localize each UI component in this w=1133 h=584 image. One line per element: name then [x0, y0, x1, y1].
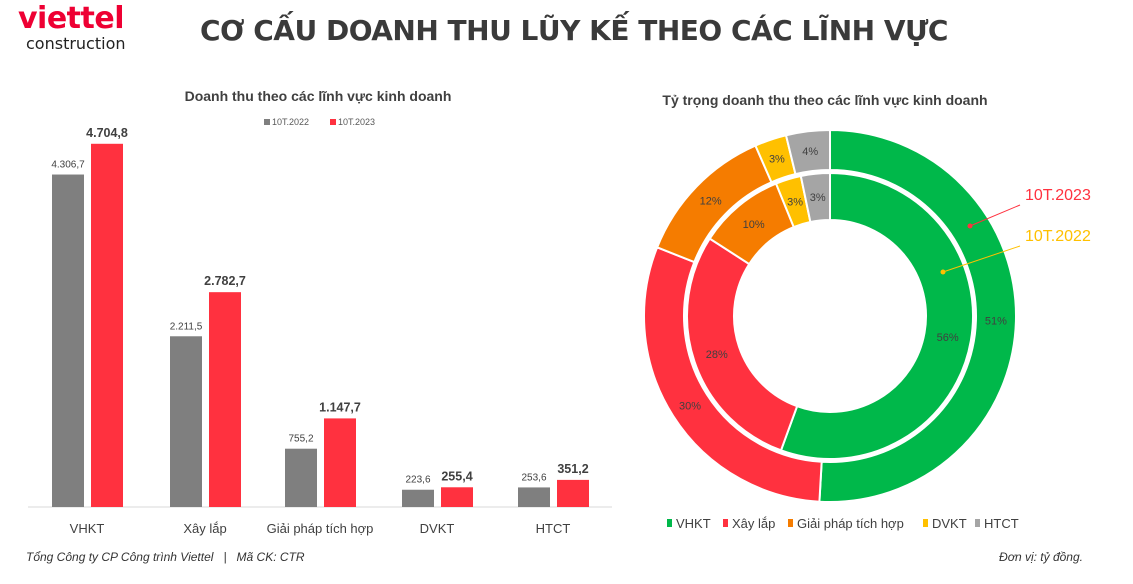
- donut-data-label: 56%: [937, 332, 959, 344]
- legend-label: 10T.2022: [272, 117, 309, 127]
- data-label: 755,2: [288, 434, 313, 445]
- donut-segment-10T.2023: [784, 128, 831, 176]
- legend-swatch-VHKT: [667, 519, 672, 527]
- annotation-arrow: [942, 245, 1021, 273]
- donut-chart-title: Tỷ trọng doanh thu theo các lĩnh vực kin…: [662, 92, 987, 108]
- x-tick-label: Xây lắp: [183, 521, 226, 536]
- footer-company: Tổng Công ty CP Công trình Viettel | Mã …: [26, 550, 305, 564]
- data-label: 351,2: [557, 462, 588, 476]
- donut-data-label: 10%: [743, 219, 765, 231]
- bar-10T.2022: [518, 487, 550, 507]
- donut-segment-10T.2022: [799, 171, 831, 224]
- logo: viettel construction: [18, 2, 143, 52]
- bar-10T.2023: [441, 487, 473, 507]
- legend-swatch-10T.2022: [264, 119, 270, 125]
- legend-swatch-HTCT: [975, 519, 980, 527]
- data-label: 1.147,7: [319, 400, 361, 414]
- footer-unit: Đơn vị: tỷ đồng.: [999, 550, 1083, 564]
- bar-10T.2023: [209, 292, 241, 507]
- donut-data-label: 3%: [810, 192, 826, 204]
- data-label: 2.782,7: [204, 274, 246, 288]
- legend-label: DVKT: [932, 516, 967, 531]
- bar-10T.2023: [91, 143, 123, 508]
- bar-10T.2022: [52, 174, 84, 507]
- donut-data-label: 12%: [700, 196, 722, 208]
- logo-brand: viettel: [18, 1, 125, 36]
- legend-label: VHKT: [676, 516, 711, 531]
- bar-10T.2022: [170, 336, 202, 507]
- donut-data-label: 30%: [679, 400, 701, 412]
- donut-data-label: 4%: [802, 146, 818, 158]
- bar-10T.2023: [557, 479, 589, 507]
- annotation-arrow-head: [967, 223, 973, 229]
- legend-label: 10T.2023: [338, 117, 375, 127]
- legend-swatch-10T.2023: [330, 119, 336, 125]
- donut-data-label: 3%: [787, 197, 803, 209]
- legend-label: HTCT: [984, 516, 1019, 531]
- annotation-arrow: [969, 204, 1021, 227]
- donut-segment-10T.2023: [818, 128, 1018, 503]
- x-tick-label: VHKT: [70, 521, 105, 536]
- x-tick-label: DVKT: [420, 521, 455, 536]
- donut-data-label: 28%: [706, 349, 728, 361]
- bar-10T.2023: [324, 418, 356, 507]
- legend-swatch-Xây lắp: [723, 519, 728, 527]
- donut-data-label: 51%: [985, 316, 1007, 328]
- legend-swatch-Giải pháp tích hợp: [788, 519, 793, 527]
- data-label: 253,6: [521, 472, 546, 483]
- data-label: 2.211,5: [170, 321, 203, 332]
- annotation-arrow-head: [940, 269, 946, 275]
- data-label: 255,4: [441, 469, 472, 483]
- data-label: 4.306,7: [51, 160, 85, 171]
- annotation-label: 10T.2023: [1025, 187, 1091, 204]
- data-label: 4.704,8: [86, 126, 128, 140]
- legend-label: Xây lắp: [732, 516, 775, 531]
- bar-10T.2022: [285, 448, 317, 507]
- donut-segment-10T.2022: [779, 171, 974, 460]
- bar-10T.2022: [402, 489, 434, 507]
- annotation-label: 10T.2022: [1025, 228, 1091, 245]
- x-tick-label: Giải pháp tích hợp: [267, 521, 374, 536]
- data-label: 223,6: [405, 475, 430, 486]
- legend-label: Giải pháp tích hợp: [797, 516, 904, 531]
- legend-swatch-DVKT: [923, 519, 928, 527]
- page-title: CƠ CẤU DOANH THU LŨY KẾ THEO CÁC LĨNH VỰ…: [200, 14, 948, 47]
- x-tick-label: HTCT: [536, 521, 571, 536]
- bar-chart-title: Doanh thu theo các lĩnh vực kinh doanh: [185, 88, 452, 104]
- donut-data-label: 3%: [769, 154, 785, 166]
- logo-sub: construction: [26, 34, 126, 53]
